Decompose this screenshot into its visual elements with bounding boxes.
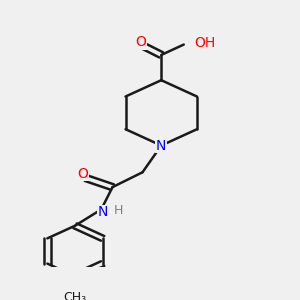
Text: O: O bbox=[135, 35, 146, 49]
Text: H: H bbox=[113, 204, 123, 218]
Text: O: O bbox=[77, 167, 88, 181]
Text: N: N bbox=[98, 206, 108, 219]
Text: CH₃: CH₃ bbox=[63, 291, 87, 300]
Text: OH: OH bbox=[194, 36, 215, 50]
Text: N: N bbox=[156, 139, 166, 152]
